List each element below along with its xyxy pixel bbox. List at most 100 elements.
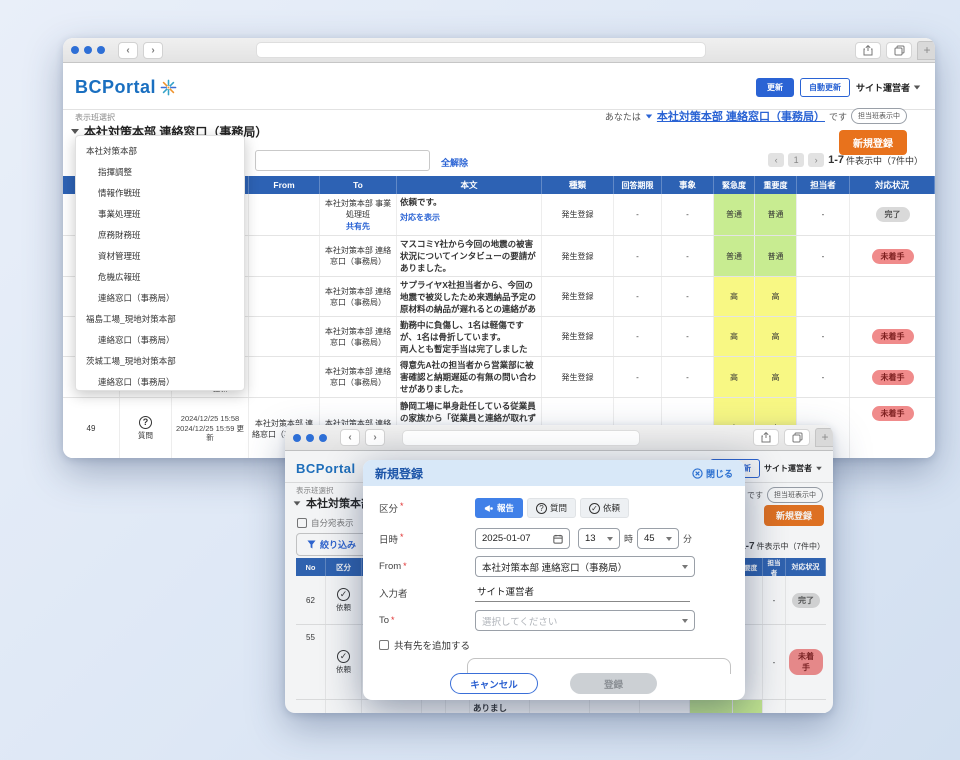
modal-close-button[interactable]: 閉じる <box>692 467 733 480</box>
col-header-to[interactable]: To <box>320 176 397 194</box>
cell-from <box>249 236 320 276</box>
col-header-type[interactable]: 種類 <box>542 176 614 194</box>
traffic-lights[interactable] <box>71 46 105 54</box>
dropdown-item-fukushima-madoguchi[interactable]: 連絡窓口（事務局） <box>98 335 175 345</box>
new-registration-modal: 新規登録 閉じる 区分 * 報告 ? 質問 ✓ 依頼 <box>363 460 745 700</box>
chevron-down-icon <box>293 500 301 506</box>
cell-body: ありまし <box>470 700 530 713</box>
window-minimize-button[interactable] <box>306 433 314 442</box>
dropdown-item-kiki-kouhou[interactable]: 危機広報班 <box>98 272 141 282</box>
cell-from <box>249 357 320 397</box>
browser-back-button[interactable]: ‹ <box>118 41 138 59</box>
col-header-status[interactable]: 対応状況 <box>786 558 826 576</box>
dropdown-item-shomu-zaimu[interactable]: 庶務財務班 <box>98 230 141 240</box>
back-browser-window: ‹ › + BCPortal 更新 自動更新 <box>63 38 935 458</box>
cell-deadline <box>590 700 640 713</box>
window-close-button[interactable] <box>293 433 301 442</box>
kubun-question-button[interactable]: ? 質問 <box>527 498 577 518</box>
new-tab-button[interactable]: + <box>917 40 935 60</box>
tab-overview-button[interactable] <box>886 41 912 59</box>
window-zoom-button[interactable] <box>319 433 327 442</box>
kubun-request-button[interactable]: ✓ 依頼 <box>580 498 630 518</box>
auto-update-button[interactable]: 自動更新 <box>799 77 850 97</box>
col-header-importance[interactable]: 重要度 <box>733 558 763 576</box>
status-badge: 完了 <box>875 207 910 222</box>
col-header-event[interactable]: 事象 <box>662 176 714 194</box>
chevron-down-icon <box>607 536 613 541</box>
col-header-from[interactable]: From <box>249 176 320 194</box>
you-are-team-link[interactable]: 本社対策本部 連絡窓口（事務局） <box>656 111 825 123</box>
from-select[interactable]: 本社対策本部 連絡窓口（事務局） <box>475 556 695 577</box>
share-button[interactable] <box>753 429 779 446</box>
role-menu[interactable]: サイト運営者 <box>856 81 921 94</box>
show-response-link[interactable]: 対応を表示 <box>400 212 440 222</box>
cell-deadline: - <box>614 194 662 235</box>
browser-forward-button[interactable]: › <box>143 41 163 59</box>
required-mark: * <box>400 531 404 542</box>
new-registration-button[interactable]: 新規登録 <box>839 130 907 155</box>
you-are-prefix: あなたは <box>604 111 641 122</box>
browser-back-button[interactable]: ‹ <box>340 429 360 446</box>
checkbox-icon[interactable] <box>379 640 389 650</box>
col-header-deadline[interactable]: 回答期限 <box>614 176 662 194</box>
share-to-link[interactable]: 共有先 <box>346 221 370 231</box>
page-prev-button[interactable]: ‹ <box>768 153 785 167</box>
you-are-line: です 担当班表示中 <box>747 487 823 503</box>
col-header-urgency[interactable]: 緊急度 <box>714 176 755 194</box>
new-registration-button[interactable]: 新規登録 <box>763 505 824 526</box>
page-number-button[interactable]: 1 <box>788 153 805 167</box>
clear-all-link[interactable]: 全解除 <box>441 158 469 168</box>
date-input[interactable]: 2025-01-07 <box>475 528 570 549</box>
window-close-button[interactable] <box>71 46 79 54</box>
status-badge: 未着手 <box>871 406 914 421</box>
cell-assignee: - <box>797 194 850 235</box>
col-header-assignee[interactable]: 担当者 <box>797 176 850 194</box>
address-bar[interactable] <box>402 429 640 446</box>
role-menu[interactable]: サイト運営者 <box>764 463 823 474</box>
col-header-importance[interactable]: 重要度 <box>755 176 797 194</box>
search-input[interactable] <box>255 150 430 171</box>
tab-overview-button[interactable] <box>784 429 810 446</box>
col-header-kubun[interactable]: 区分 <box>326 558 362 576</box>
col-header-assignee[interactable]: 担当者 <box>763 558 786 576</box>
address-bar[interactable] <box>256 42 706 58</box>
minute-select[interactable]: 45 <box>637 528 680 549</box>
new-tab-button[interactable]: + <box>815 428 833 447</box>
share-button[interactable] <box>855 41 881 59</box>
question-circle-icon: ? <box>536 502 548 514</box>
hour-select[interactable]: 13 <box>578 528 620 549</box>
checkbox-icon[interactable] <box>297 518 307 528</box>
browser-forward-button[interactable]: › <box>365 429 385 446</box>
kubun-report-button[interactable]: 報告 <box>475 498 524 518</box>
dropdown-item-jouhou-sakusen[interactable]: 情報作戦班 <box>98 188 141 198</box>
dropdown-item-ibaraki-madoguchi[interactable]: 連絡窓口（事務局） <box>98 377 175 387</box>
you-are-suffix: です <box>747 490 763 500</box>
dropdown-item-renraku-madoguchi[interactable]: 連絡窓口（事務局） <box>98 293 175 303</box>
col-header-no[interactable]: No <box>296 558 326 576</box>
app-logo-text: BCPortal <box>296 460 356 476</box>
update-button[interactable]: 更新 <box>755 77 794 97</box>
dropdown-item-shizai-kanri[interactable]: 資材管理班 <box>98 251 141 261</box>
to-select[interactable]: 選択してください <box>475 610 695 631</box>
window-minimize-button[interactable] <box>84 46 92 54</box>
author-input[interactable]: サイト運営者 <box>475 584 690 602</box>
cell-status <box>786 700 826 713</box>
self-only-checkbox-row[interactable]: 自分宛表示 <box>297 517 354 529</box>
col-header-status[interactable]: 対応状況 <box>850 176 935 194</box>
close-circle-icon <box>692 467 703 479</box>
col-header-body[interactable]: 本文 <box>397 176 542 194</box>
traffic-lights[interactable] <box>293 433 327 442</box>
team-selector[interactable]: 本社対策本部 <box>293 495 372 511</box>
field-share[interactable]: 共有先を追加する <box>379 638 470 652</box>
filter-button[interactable]: 絞り込み <box>296 533 380 556</box>
submit-button[interactable]: 登録 <box>570 673 657 694</box>
window-zoom-button[interactable] <box>97 46 105 54</box>
cancel-button[interactable]: キャンセル <box>450 673 538 694</box>
hour-value: 13 <box>585 533 596 544</box>
cell-type: 発生登録 <box>542 277 614 316</box>
body-textarea[interactable] <box>467 658 731 674</box>
page-next-button[interactable]: › <box>808 153 825 167</box>
dropdown-item-shiki-chousei[interactable]: 指揮調整 <box>98 167 133 177</box>
dropdown-item-jigyou-shori[interactable]: 事業処理班 <box>98 209 141 219</box>
table-row[interactable]: ありまし <box>296 700 826 713</box>
